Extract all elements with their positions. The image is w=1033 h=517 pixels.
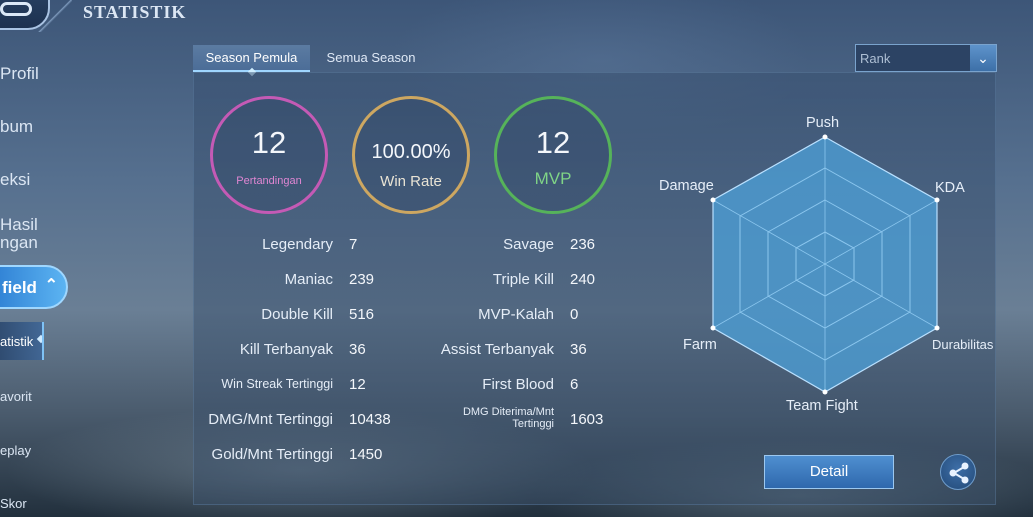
mvp-label: MVP [534,169,572,188]
stat-label: Legendary [262,236,333,253]
stat-label: Double Kill [261,306,333,323]
radar-chart [710,134,940,395]
chevron-down-icon[interactable]: ⌄ [970,45,996,71]
back-icon [0,2,32,16]
active-indicator-icon [36,334,42,344]
page-title: STATISTIK [83,2,187,22]
winrate-ring: 100.00% Win Rate [352,96,470,214]
stat-value: 36 [349,341,366,358]
sidebar-subitem-skor[interactable]: Skor [0,496,27,511]
stat-label: Triple Kill [492,271,554,288]
mode-dropdown[interactable]: Rank ⌄ [855,44,997,72]
tab-semua-season[interactable]: Semua Season [326,50,416,65]
sidebar: Profil bum eksi Hasil ngan field ⌃ atist… [0,40,70,517]
mvp-ring: 12 MVP [494,96,612,214]
winrate-label: Win Rate [380,173,442,190]
tab-season-pemula-label: Season Pemula [205,50,298,65]
stat-value: 1450 [349,446,383,463]
sidebar-subitem-favorit[interactable]: avorit [0,389,32,404]
stat-label: Gold/Mnt Tertinggi [211,446,333,463]
radar-vertex [710,197,716,203]
stat-label: DMG Diterima/Mnt Tertinggi [462,406,554,430]
radar-label-farm: Farm [683,337,717,353]
radar-axis [712,199,938,329]
radar-label-push: Push [806,115,840,131]
sidebar-subitem-statistik-label: atistik [0,334,34,349]
stat-value: 516 [349,306,375,323]
stat-value: 7 [349,236,358,253]
stat-value: 6 [570,376,579,393]
sidebar-item-koleksi[interactable]: eksi [0,170,31,189]
sidebar-item-album[interactable]: bum [0,117,34,136]
matches-value: 12 [251,125,287,160]
radar-vertex [710,325,716,331]
radar-label-durability: Durabilitas [932,337,994,352]
stat-label: First Blood [482,376,554,393]
sidebar-subitem-replay[interactable]: eplay [0,443,32,458]
share-button[interactable] [940,454,976,490]
mvp-value: 12 [535,125,571,160]
stat-label: Win Streak Tertinggi [221,377,333,391]
radar-vertex [822,389,828,395]
stat-label: Kill Terbanyak [239,341,333,358]
sidebar-item-battlefield[interactable]: field ⌃ [0,265,68,309]
sidebar-item-hasil-line2[interactable]: ngan [0,233,38,252]
tab-season-pemula[interactable]: Season Pemula [193,45,310,77]
radar-label-kda: KDA [935,180,965,196]
stat-value: 0 [570,306,579,323]
sidebar-item-battlefield-label: field [2,278,37,297]
stat-value: 10438 [349,411,391,428]
stat-label: Savage [503,236,554,253]
stat-value: 239 [349,271,375,288]
stat-value: 1603 [570,411,604,428]
stat-value: 240 [570,271,596,288]
header-divider [38,0,72,32]
sidebar-item-hasil-line1[interactable]: Hasil [0,215,38,234]
matches-label: Pertandingan [236,175,302,187]
radar-vertex [934,325,940,331]
stat-value: 12 [349,376,366,393]
sidebar-item-profil[interactable]: Profil [0,64,39,83]
share-icon [949,462,969,484]
mode-dropdown-value: Rank [860,51,891,66]
radar-label-teamfight: Team Fight [786,398,858,414]
matches-ring: 12 Pertandingan [210,96,328,214]
detail-button[interactable]: Detail [764,455,894,489]
radar-label-damage: Damage [659,178,714,194]
stat-value: 36 [570,341,587,358]
stat-label: Assist Terbanyak [440,341,554,358]
radar-vertex [934,197,940,203]
chevron-up-icon: ⌃ [44,277,58,294]
stat-label: DMG/Mnt Tertinggi [208,411,333,428]
radar-vertex [822,134,828,140]
sidebar-subitem-statistik[interactable]: atistik [0,322,44,360]
stat-label: MVP-Kalah [478,306,554,323]
winrate-value: 100.00% [371,141,451,163]
stat-label: Maniac [284,271,333,288]
stat-value: 236 [570,236,596,253]
